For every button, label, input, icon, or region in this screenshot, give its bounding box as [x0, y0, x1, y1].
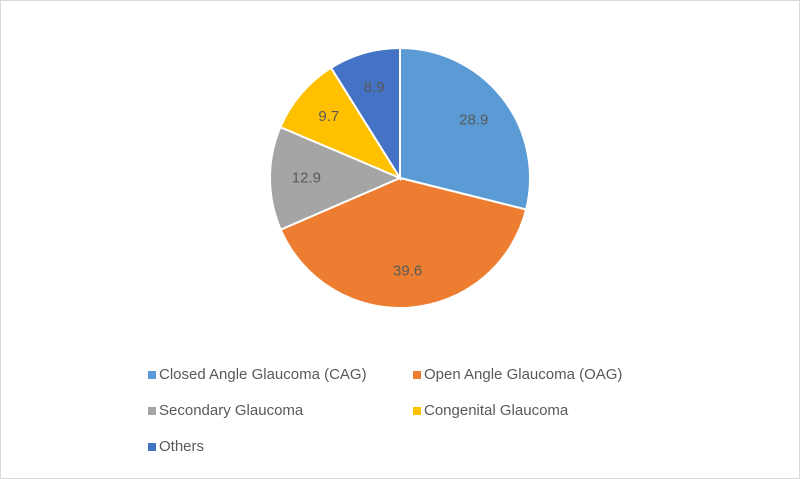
- data-label: 28.9: [459, 111, 488, 128]
- legend-label: Secondary Glaucoma: [159, 402, 304, 419]
- legend-swatch: [148, 371, 156, 379]
- data-label: 39.6: [393, 262, 422, 279]
- legend-label: Closed Angle Glaucoma (CAG): [159, 366, 367, 383]
- pie-slice: [399, 46, 531, 211]
- pie-slice: [279, 66, 403, 181]
- legend-label: Congenital Glaucoma: [424, 402, 569, 419]
- data-label: 12.9: [292, 169, 321, 186]
- legend-label: Others: [159, 438, 204, 455]
- data-label: 9.7: [318, 108, 339, 125]
- pie-slice: [269, 125, 403, 231]
- legend-swatch: [148, 443, 156, 451]
- legend-swatch: [413, 371, 421, 379]
- pie-slice: [329, 46, 401, 182]
- legend-label: Open Angle Glaucoma (OAG): [424, 366, 622, 383]
- pie-slice: [279, 176, 528, 309]
- legend-swatch: [413, 407, 421, 415]
- data-label: 8.9: [364, 79, 385, 96]
- legend-swatch: [148, 407, 156, 415]
